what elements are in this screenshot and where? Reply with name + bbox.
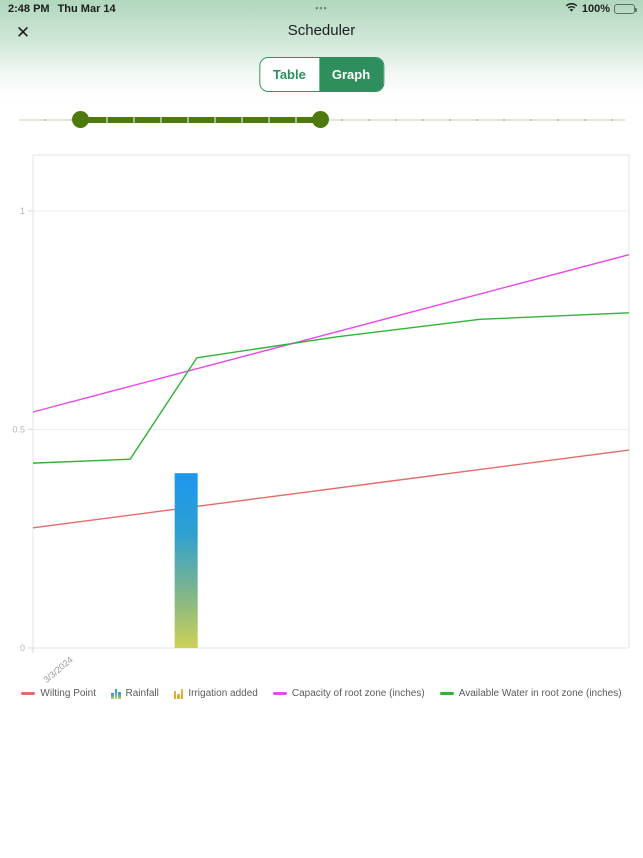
clock-date: Thu Mar 14 bbox=[57, 3, 116, 15]
view-toggle: Table Graph bbox=[258, 57, 385, 92]
legend-label: Capacity of root zone (inches) bbox=[291, 688, 425, 699]
svg-text:1: 1 bbox=[20, 206, 25, 216]
battery-icon bbox=[614, 4, 637, 14]
legend-item[interactable]: Wilting Point bbox=[21, 688, 96, 699]
wifi-icon bbox=[565, 2, 578, 16]
slider-handle-start[interactable] bbox=[72, 111, 90, 128]
legend-item[interactable]: Irrigation added bbox=[173, 688, 258, 699]
date-range-slider bbox=[0, 108, 643, 132]
slider-selected-range[interactable] bbox=[80, 117, 321, 123]
legend-item[interactable]: Capacity of root zone (inches) bbox=[272, 688, 425, 699]
legend-label: Irrigation added bbox=[188, 688, 258, 699]
legend-line-swatch bbox=[272, 692, 287, 695]
status-bar: 2:48 PM Thu Mar 14 ••• 100% bbox=[0, 0, 643, 16]
legend-item[interactable]: Rainfall bbox=[111, 688, 159, 699]
tab-graph[interactable]: Graph bbox=[318, 58, 384, 91]
svg-text:3/3/2024: 3/3/2024 bbox=[41, 655, 74, 685]
close-icon[interactable]: ✕ bbox=[15, 23, 31, 42]
battery-percent: 100% bbox=[581, 3, 610, 15]
legend-item[interactable]: Available Water in root zone (inches) bbox=[439, 688, 622, 699]
svg-text:0: 0 bbox=[20, 643, 25, 653]
legend-line-swatch bbox=[21, 692, 36, 695]
ellipsis-icon: ••• bbox=[315, 3, 328, 13]
tab-table[interactable]: Table bbox=[259, 58, 319, 91]
chart-canvas: 0 0.5 1 3/3/2024 bbox=[12, 154, 630, 685]
page-title: Scheduler bbox=[287, 22, 356, 39]
legend-bars-icon bbox=[111, 688, 121, 699]
chart: 0 0.5 1 3/3/2024 bbox=[0, 145, 643, 690]
chart-legend: Wilting Point Rainfall Irrigation added Cap… bbox=[0, 688, 643, 699]
nav-bar: ✕ Scheduler bbox=[0, 16, 643, 48]
legend-label: Wilting Point bbox=[40, 688, 96, 699]
svg-text:0.5: 0.5 bbox=[12, 424, 25, 434]
legend-bars-icon bbox=[173, 688, 184, 699]
legend-label: Available Water in root zone (inches) bbox=[458, 688, 622, 699]
clock-time: 2:48 PM bbox=[8, 3, 50, 15]
legend-line-swatch bbox=[439, 692, 454, 695]
status-right: 100% bbox=[565, 2, 637, 16]
slider-handle-end[interactable] bbox=[312, 111, 330, 128]
legend-label: Rainfall bbox=[125, 688, 159, 699]
status-left: 2:48 PM Thu Mar 14 bbox=[8, 3, 116, 15]
